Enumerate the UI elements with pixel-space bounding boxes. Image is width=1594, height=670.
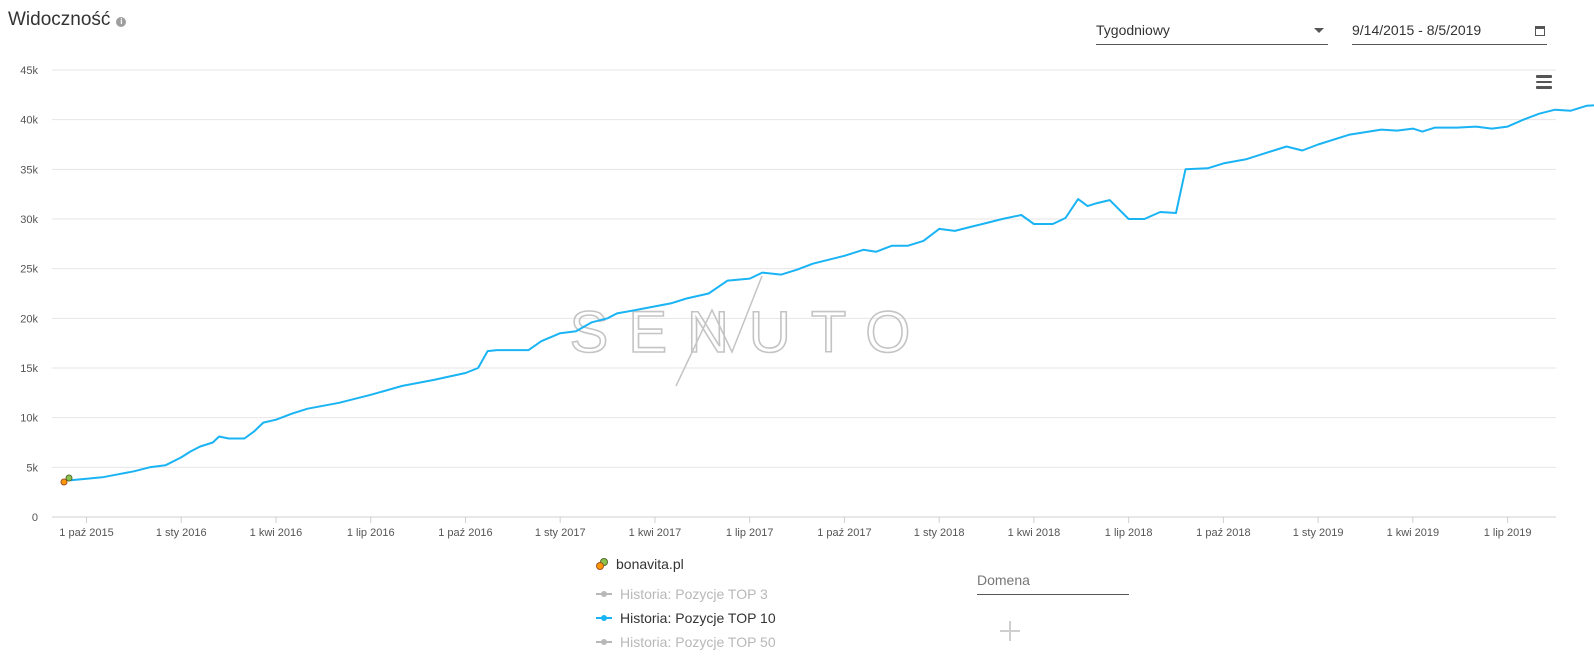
y-tick-label: 15k bbox=[20, 363, 38, 375]
y-tick-label: 25k bbox=[20, 264, 38, 276]
period-select-value: Tygodniowy bbox=[1096, 22, 1170, 38]
x-tick-label: 1 sty 2018 bbox=[914, 527, 965, 539]
marker-dot bbox=[60, 478, 68, 486]
x-tick-label: 1 kwi 2018 bbox=[1008, 527, 1061, 539]
x-tick-label: 1 kwi 2017 bbox=[629, 527, 682, 539]
legend-item-top50[interactable]: Historia: Pozycje TOP 50 bbox=[596, 630, 776, 654]
calendar-icon[interactable] bbox=[1535, 26, 1545, 36]
series-line-top10 bbox=[70, 104, 1594, 482]
x-tick-label: 1 paź 2018 bbox=[1196, 527, 1250, 539]
legend-item-top3[interactable]: Historia: Pozycje TOP 3 bbox=[596, 582, 776, 606]
date-range-value: 9/14/2015 - 8/5/2019 bbox=[1352, 22, 1482, 38]
legend-item-label: Historia: Pozycje TOP 3 bbox=[620, 586, 768, 602]
y-tick-label: 45k bbox=[20, 65, 38, 77]
x-tick-label: 1 lip 2017 bbox=[726, 527, 774, 539]
x-tick-label: 1 sty 2019 bbox=[1293, 527, 1344, 539]
marker-dot bbox=[65, 474, 73, 482]
x-tick-label: 1 lip 2016 bbox=[347, 527, 395, 539]
chart-title: Widoczność i bbox=[8, 9, 127, 31]
domain-input[interactable] bbox=[977, 572, 1129, 588]
domain-favicon-icon bbox=[596, 558, 608, 570]
chevron-down-icon bbox=[1314, 28, 1324, 33]
legend-item-top10[interactable]: Historia: Pozycje TOP 10 bbox=[596, 606, 776, 630]
x-tick-label: 1 sty 2017 bbox=[535, 527, 586, 539]
chart-menu-icon[interactable] bbox=[1536, 75, 1552, 89]
x-tick-label: 1 sty 2016 bbox=[156, 527, 207, 539]
y-tick-label: 30k bbox=[20, 214, 38, 226]
grid bbox=[52, 69, 1556, 518]
x-tick-label: 1 lip 2018 bbox=[1105, 527, 1153, 539]
y-tick-label: 5k bbox=[26, 462, 38, 474]
x-tick-label: 1 paź 2016 bbox=[438, 527, 492, 539]
legend-domain-label: bonavita.pl bbox=[616, 556, 684, 572]
y-tick-label: 20k bbox=[20, 313, 38, 325]
y-axis: 0 5k 10k 15k 20k 25k 30k 35k 40k 45k bbox=[20, 65, 38, 524]
add-domain-button[interactable] bbox=[998, 619, 1022, 643]
domain-input-wrapper bbox=[977, 572, 1129, 595]
x-tick-label: 1 lip 2019 bbox=[1484, 527, 1532, 539]
legend-item-label: Historia: Pozycje TOP 10 bbox=[620, 610, 776, 626]
senuto-watermark: SENUTO bbox=[569, 275, 931, 387]
x-tick-label: 1 paź 2015 bbox=[59, 527, 113, 539]
legend-swatch-icon bbox=[596, 637, 612, 647]
start-marker bbox=[60, 474, 73, 486]
x-axis: 1 paź 2015 1 sty 2016 1 kwi 2016 1 lip 2016… bbox=[59, 517, 1531, 539]
x-tick-label: 1 paź 2017 bbox=[817, 527, 871, 539]
period-select[interactable]: Tygodniowy bbox=[1096, 18, 1328, 45]
date-range-picker[interactable]: 9/14/2015 - 8/5/2019 bbox=[1352, 18, 1547, 45]
x-tick-label: 1 kwi 2016 bbox=[250, 527, 303, 539]
y-tick-label: 35k bbox=[20, 164, 38, 176]
legend-swatch-icon bbox=[596, 589, 612, 599]
chart-title-text: Widoczność bbox=[8, 9, 111, 30]
legend-domain: bonavita.pl bbox=[596, 556, 776, 572]
watermark-text: SENUTO bbox=[570, 300, 931, 365]
legend-item-label: Historia: Pozycje TOP 50 bbox=[620, 634, 776, 650]
legend: bonavita.pl Historia: Pozycje TOP 3 Hist… bbox=[596, 556, 776, 654]
legend-swatch-icon bbox=[596, 613, 612, 623]
info-icon[interactable]: i bbox=[116, 16, 127, 27]
watermark-stroke bbox=[675, 275, 763, 387]
y-tick-label: 0 bbox=[32, 512, 38, 524]
y-tick-label: 40k bbox=[20, 115, 38, 127]
y-tick-label: 10k bbox=[20, 413, 38, 425]
x-tick-label: 1 kwi 2019 bbox=[1387, 527, 1440, 539]
